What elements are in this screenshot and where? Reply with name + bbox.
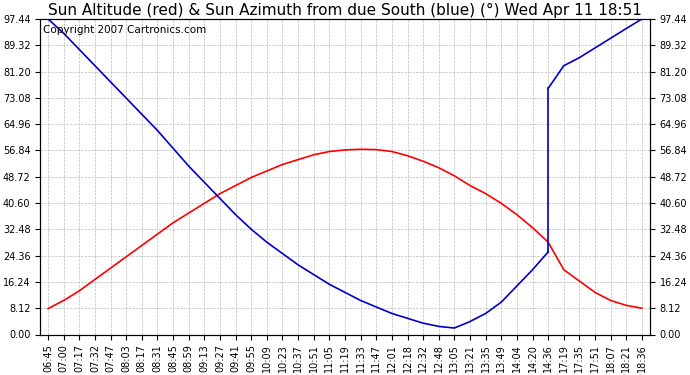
Title: Sun Altitude (red) & Sun Azimuth from due South (blue) (°) Wed Apr 11 18:51: Sun Altitude (red) & Sun Azimuth from du… — [48, 3, 642, 18]
Text: Copyright 2007 Cartronics.com: Copyright 2007 Cartronics.com — [43, 25, 206, 35]
